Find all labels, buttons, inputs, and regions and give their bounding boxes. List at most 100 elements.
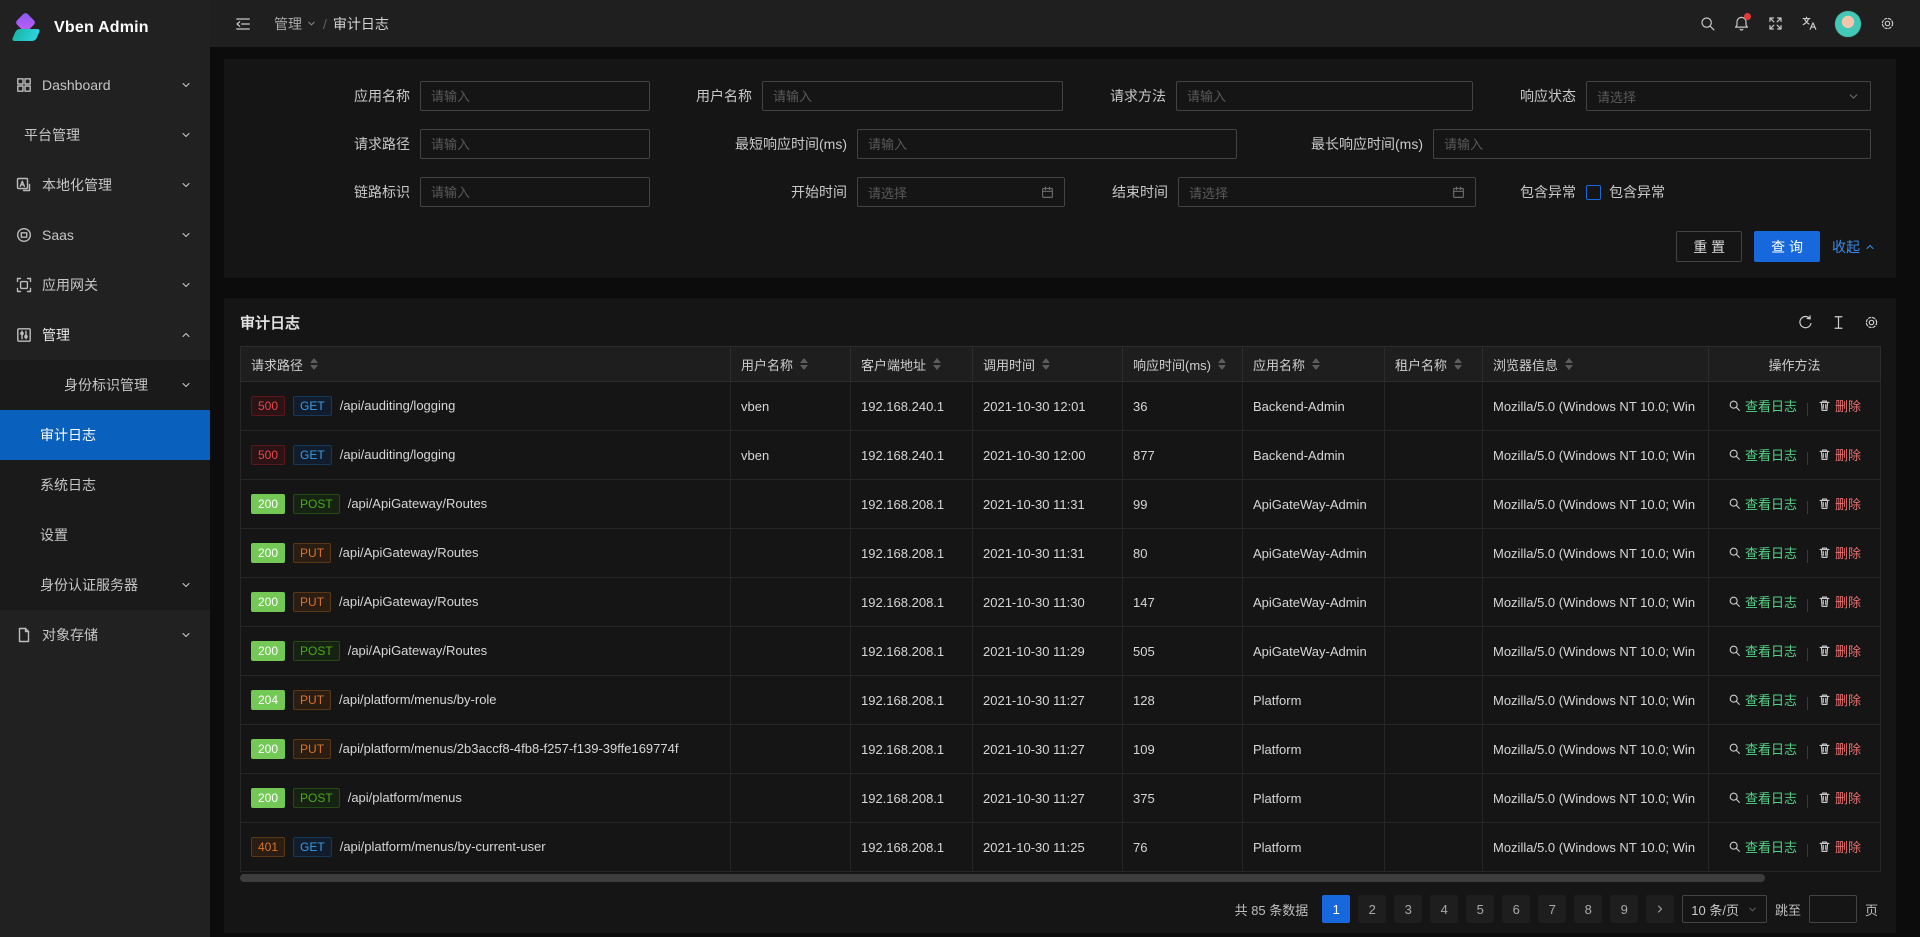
column-header-app[interactable]: 应用名称 [1242,346,1385,382]
column-settings-icon[interactable] [1863,314,1880,331]
chevron-down-icon [180,229,192,241]
cell-duration: 76 [1122,822,1243,872]
sort-carets-icon[interactable] [310,358,319,370]
view-log-link[interactable]: 查看日志 [1728,592,1797,611]
page-button[interactable]: 2 [1358,895,1387,923]
column-header-browser[interactable]: 浏览器信息 [1482,346,1709,382]
page-button[interactable]: 9 [1610,895,1639,923]
delete-label: 删除 [1835,742,1862,758]
delete-link[interactable]: 删除 [1818,641,1861,660]
view-log-link[interactable]: 查看日志 [1728,543,1797,562]
notification-icon[interactable] [1724,7,1758,41]
cell-time: 2021-10-30 12:01 [972,381,1123,431]
sidebar-item-manage[interactable]: 管理 [0,310,210,360]
logo[interactable]: Vben Admin [0,0,210,56]
collapse-sidebar-icon[interactable] [226,7,260,41]
view-log-link[interactable]: 查看日志 [1728,396,1797,415]
jump-page-input[interactable] [1808,895,1857,923]
delete-link[interactable]: 删除 [1818,543,1861,562]
reset-button[interactable]: 重 置 [1676,231,1743,262]
sidebar-item-system-log[interactable]: 系统日志 [0,460,210,510]
page-button[interactable]: 1 [1322,895,1351,923]
view-log-link[interactable]: 查看日志 [1728,690,1797,709]
sort-carets-icon[interactable] [933,358,942,370]
user-name-input[interactable] [762,81,1063,111]
request-path-text: /api/ApiGateway/Routes [339,545,479,560]
page-button[interactable]: 4 [1430,895,1459,923]
view-log-link[interactable]: 查看日志 [1728,445,1797,464]
sort-carets-icon[interactable] [1218,358,1226,370]
search-icon[interactable] [1690,7,1724,41]
column-header-path[interactable]: 请求路径 [240,346,731,382]
sort-carets-icon[interactable] [1312,358,1321,370]
view-log-link[interactable]: 查看日志 [1728,641,1797,660]
delete-link[interactable]: 删除 [1818,739,1861,758]
app-name-input[interactable] [420,81,650,111]
cell-time: 2021-10-30 11:25 [972,822,1123,872]
request-method-input[interactable] [1176,81,1473,111]
delete-link[interactable]: 删除 [1818,494,1861,513]
sidebar-item-auth-server[interactable]: 身份认证服务器 [0,560,210,610]
sidebar-item-identity[interactable]: 身份标识管理 [0,360,210,410]
delete-link[interactable]: 删除 [1818,445,1861,464]
refresh-icon[interactable] [1797,314,1814,331]
page-button[interactable]: 6 [1502,895,1531,923]
app-name-label: 应用名称 [354,88,410,104]
sort-carets-icon[interactable] [1454,358,1463,370]
delete-link[interactable]: 删除 [1818,592,1861,611]
sidebar-item-saas[interactable]: Saas [0,210,210,260]
page-button[interactable]: 7 [1538,895,1567,923]
table-size-icon[interactable] [1830,314,1847,331]
end-time-date-picker[interactable]: 请选择 [1178,177,1476,207]
page-size-select[interactable]: 10 条/页 [1682,895,1767,923]
view-log-link[interactable]: 查看日志 [1728,837,1797,856]
page-button[interactable]: 3 [1394,895,1423,923]
sort-carets-icon[interactable] [1565,358,1574,370]
sort-carets-icon[interactable] [800,358,809,370]
cell-user: vben [730,430,851,480]
fullscreen-icon[interactable] [1758,7,1792,41]
response-status-select[interactable]: 请选择 [1586,81,1871,111]
sidebar-item-gateway[interactable]: 应用网关 [0,260,210,310]
view-log-link[interactable]: 查看日志 [1728,739,1797,758]
avatar[interactable] [1834,9,1862,38]
page-button[interactable]: 8 [1574,895,1603,923]
breadcrumb-section[interactable]: 管理 [274,14,317,34]
sidebar-item-settings[interactable]: 设置 [0,510,210,560]
column-header-tenant[interactable]: 租户名称 [1384,346,1483,382]
column-header-time[interactable]: 调用时间 [972,346,1123,382]
min-response-time-input[interactable] [857,129,1237,159]
sidebar-item-platform[interactable]: 平台管理 [0,110,210,160]
request-path-input[interactable] [420,129,650,159]
column-header-user[interactable]: 用户名称 [730,346,851,382]
view-log-link[interactable]: 查看日志 [1728,788,1797,807]
trace-id-input[interactable] [420,177,650,207]
settings-icon[interactable] [1870,7,1904,41]
start-time-date-picker[interactable]: 请选择 [857,177,1065,207]
next-page-button[interactable] [1646,895,1675,923]
sidebar-item-localization[interactable]: 本地化管理 [0,160,210,210]
column-header-client_ip[interactable]: 客户端地址 [850,346,973,382]
horizontal-scrollbar[interactable] [240,874,1880,885]
card-title: 审计日志 [240,314,301,332]
delete-link[interactable]: 删除 [1818,690,1861,709]
action-divider [1807,794,1808,808]
cell-browser: Mozilla/5.0 (Windows NT 10.0; Win [1482,528,1709,578]
collapse-form-link[interactable]: 收起 [1832,237,1876,257]
delete-label: 删除 [1835,546,1862,562]
search-button[interactable]: 查 询 [1754,231,1820,262]
delete-link[interactable]: 删除 [1818,396,1861,415]
page-button[interactable]: 5 [1466,895,1495,923]
max-response-time-input[interactable] [1433,129,1871,159]
scrollbar-thumb[interactable] [240,874,1766,882]
view-log-link[interactable]: 查看日志 [1728,494,1797,513]
sidebar-item-dashboard[interactable]: Dashboard [0,60,210,110]
delete-link[interactable]: 删除 [1818,788,1861,807]
column-header-duration[interactable]: 响应时间(ms) [1122,346,1243,382]
translate-icon[interactable] [1792,7,1826,41]
sidebar-item-object-storage[interactable]: 对象存储 [0,610,210,660]
sidebar-item-audit-log[interactable]: 审计日志 [0,410,210,460]
include-exception-checkbox[interactable] [1586,184,1601,200]
sort-carets-icon[interactable] [1042,358,1051,370]
delete-link[interactable]: 删除 [1818,837,1861,856]
